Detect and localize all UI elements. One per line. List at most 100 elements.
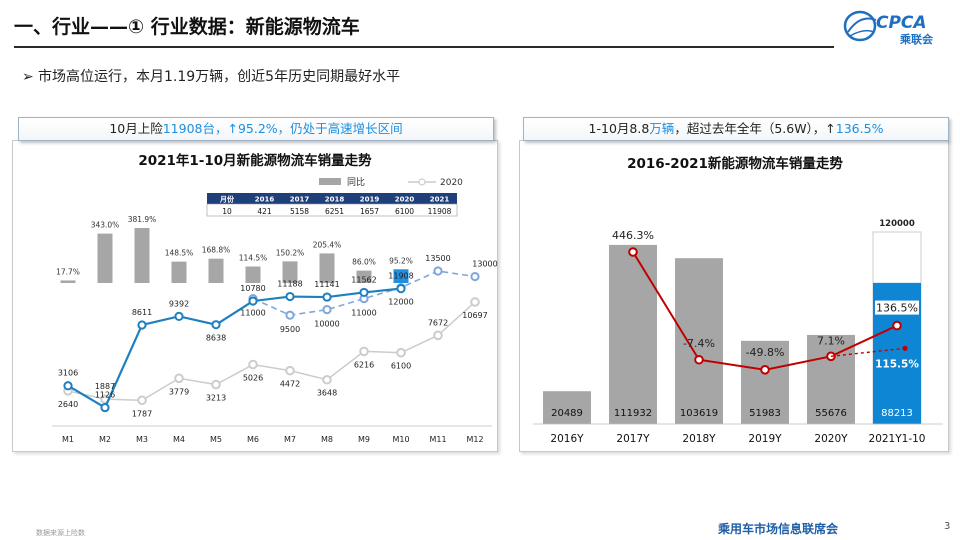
- yoy-bar-label: 95.2%: [389, 256, 413, 265]
- data-point: [285, 291, 295, 302]
- target-bar-label: 120000: [879, 219, 915, 229]
- table-header-cell: 2018: [325, 196, 345, 204]
- yoy-bar: [208, 258, 224, 283]
- data-label: 10000: [314, 320, 339, 329]
- yoy-point: [694, 354, 704, 365]
- data-point: [433, 330, 443, 341]
- data-point: [285, 310, 295, 320]
- table-row-bg: [206, 203, 458, 217]
- right-header-highlight-2: 136.5%: [835, 121, 884, 136]
- projection-label: 115.5%: [875, 358, 919, 370]
- yoy-bar-label: 168.8%: [202, 246, 231, 255]
- annual-bar-value: 20489: [551, 408, 583, 419]
- data-label: 8638: [206, 334, 226, 343]
- right-header-text-1: 1-10月8.8: [588, 121, 650, 136]
- x-tick-label: 2018Y: [682, 433, 716, 445]
- series-line: [67, 287, 402, 410]
- table-header-bg: [207, 193, 457, 204]
- data-label: 3648: [317, 389, 337, 398]
- data-label: 1787: [132, 409, 152, 418]
- bullet-arrow-icon: ➢: [22, 69, 34, 85]
- legend-bar-label: 同比: [347, 176, 365, 188]
- data-point: [174, 373, 184, 384]
- table-header-cell: 月份: [219, 195, 235, 204]
- projection-line: [830, 347, 906, 358]
- table-cell: 6251: [325, 207, 344, 216]
- yoy-bar-label: 381.9%: [128, 215, 157, 224]
- data-label: 11188: [277, 280, 302, 289]
- summary-bullet: ➢ 市场高位运行，本月1.19万辆，创近5年历史同期最好水平: [22, 66, 400, 86]
- yoy-bar: [60, 280, 76, 283]
- right-chart-title: 2016-2021新能源物流车销量走势: [627, 156, 843, 172]
- yoy-point: [628, 247, 638, 257]
- table-header-cell: 2020: [395, 196, 415, 204]
- data-point: [322, 374, 332, 385]
- data-label: 13500: [425, 254, 450, 263]
- summary-text: 市场高位运行，本月1.19万辆，创近5年历史同期最好水平: [38, 69, 401, 85]
- x-tick-label: 2019Y: [748, 433, 782, 445]
- yoy-label: 136.5%: [876, 302, 918, 315]
- data-point: [211, 379, 221, 390]
- data-label: 10780: [240, 284, 265, 293]
- x-tick-label: M12: [466, 435, 483, 444]
- table-cell: 6100: [395, 207, 414, 216]
- page-title: 一、行业——① 行业数据：新能源物流车: [14, 16, 360, 38]
- data-label: 11562: [351, 275, 376, 284]
- annual-bar: [675, 258, 723, 424]
- yoy-point: [760, 365, 770, 375]
- yoy-bar: [171, 261, 187, 283]
- logo-subtext: 乘联会: [899, 32, 934, 46]
- data-label: 3213: [206, 394, 226, 403]
- yoy-bar-label: 114.5%: [239, 254, 268, 263]
- table-cell: 11908: [428, 207, 452, 216]
- x-tick-label: M10: [392, 435, 409, 444]
- yoy-label: -7.4%: [683, 337, 715, 350]
- x-tick-label: 2016Y: [550, 433, 584, 445]
- data-label: 1126: [95, 391, 115, 400]
- data-label: 11000: [351, 309, 376, 318]
- yoy-bar-label: 86.0%: [352, 258, 376, 267]
- data-point: [285, 365, 295, 376]
- x-tick-label: M9: [358, 435, 370, 444]
- data-point: [211, 320, 221, 330]
- page-number: 3: [944, 521, 951, 532]
- annual-bar-value: 111932: [614, 408, 652, 419]
- projection-point: [902, 345, 908, 351]
- x-tick-label: M1: [62, 435, 74, 444]
- annual-bar-value: 51983: [749, 408, 781, 419]
- series-line: [67, 301, 476, 402]
- data-label: 2640: [58, 400, 78, 409]
- yoy-label: -49.8%: [746, 346, 785, 359]
- annual-bar-value: 88213: [881, 408, 913, 419]
- monthly-sales-chart: 同比 2020 月份 10 2016 421 2017 5158 2018 6251 2019 1…: [52, 176, 498, 444]
- data-label: 11141: [314, 280, 339, 289]
- data-point: [433, 266, 443, 276]
- yoy-bar: [282, 261, 298, 283]
- legend-bar-swatch: [319, 178, 341, 185]
- annual-bar: [543, 391, 591, 424]
- x-tick-label: 2017Y: [616, 433, 650, 445]
- x-tick-label: M7: [284, 435, 296, 444]
- left-header-highlight: 11908台，↑95.2%，仍处于高速增长区间: [162, 121, 403, 136]
- logo-globe-icon: [843, 10, 877, 42]
- yoy-bar-label: 343.0%: [91, 221, 120, 230]
- annual-bar-value: 103619: [680, 408, 718, 419]
- annual-bar-value: 55676: [815, 408, 847, 419]
- annual-bar: [609, 244, 657, 424]
- table-cell: 5158: [290, 207, 309, 216]
- data-point: [359, 346, 369, 357]
- data-label: 4472: [280, 380, 300, 389]
- data-label: 1887: [95, 382, 115, 391]
- data-label: 3106: [58, 369, 78, 378]
- data-point: [100, 402, 110, 413]
- legend-line-label: 2020: [440, 178, 463, 188]
- yoy-label: 7.1%: [817, 334, 845, 347]
- data-point: [322, 305, 332, 315]
- yoy-bar: [245, 266, 261, 283]
- data-point: [248, 359, 258, 370]
- yoy-bar: [134, 228, 150, 283]
- data-point: [470, 297, 480, 307]
- title-divider: [14, 46, 834, 48]
- x-tick-label: 2021Y1-10: [869, 433, 926, 445]
- data-label: 13000: [472, 260, 497, 269]
